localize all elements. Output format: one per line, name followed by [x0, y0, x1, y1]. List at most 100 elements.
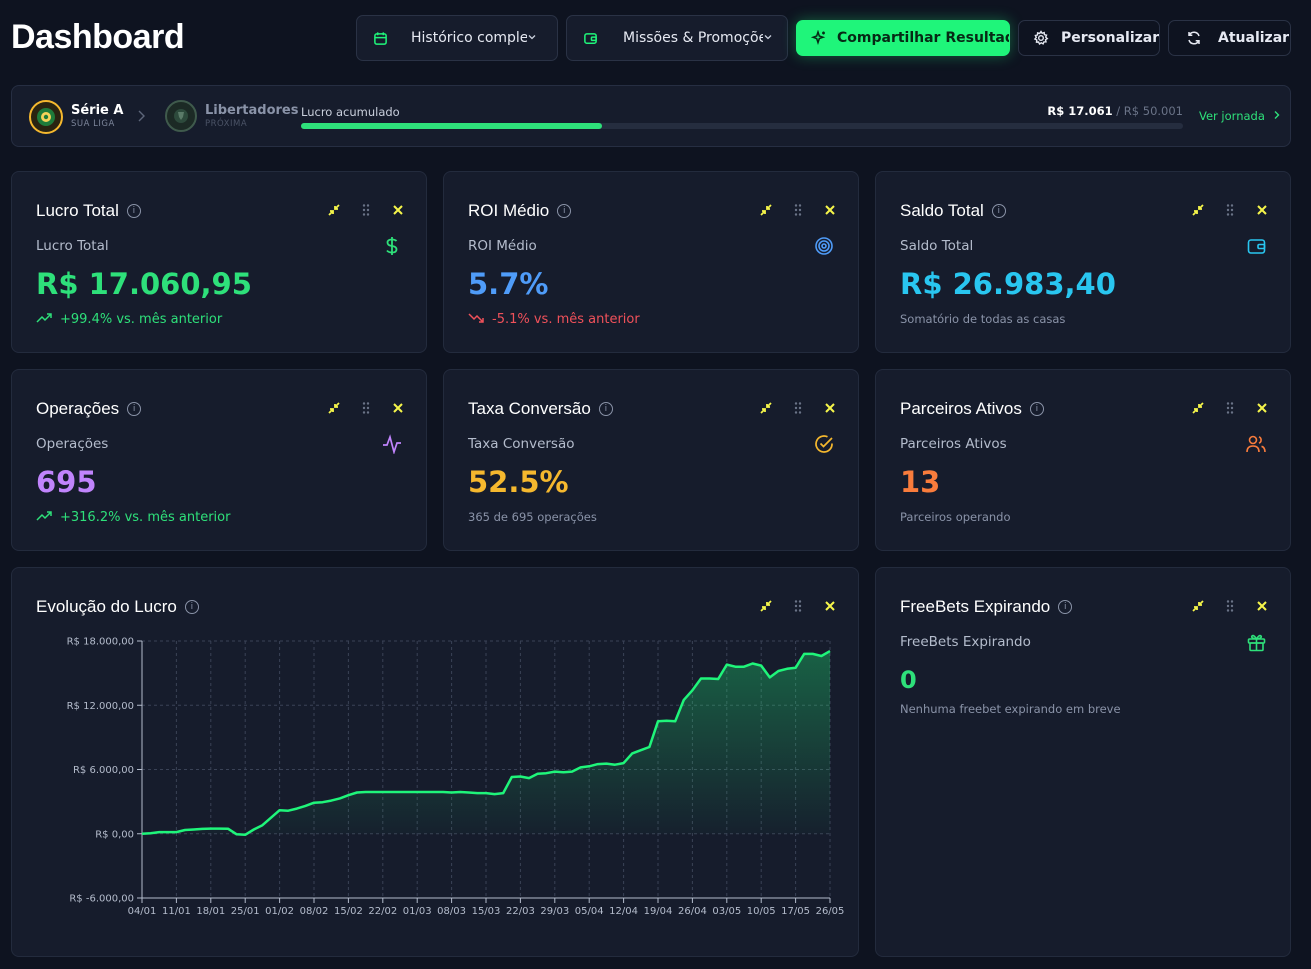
close-icon[interactable] [1254, 202, 1270, 218]
missions-dropdown[interactable]: Missões & Promoções [566, 15, 788, 61]
chevron-down-icon [527, 30, 537, 46]
serie-a-badge [29, 100, 63, 134]
target-icon [814, 236, 834, 256]
close-icon[interactable] [390, 202, 406, 218]
profit-evolution-card: Evolução do Lucro i R$ -6.000,00 R$ 0,00 R$… [11, 567, 859, 957]
drag-handle-icon[interactable] [790, 202, 806, 218]
drag-handle-icon[interactable] [1222, 598, 1238, 614]
chevron-down-icon [763, 30, 773, 46]
kpi-value: 5.7% [468, 267, 549, 301]
x-tick-label: 10/05 [747, 906, 776, 917]
history-dropdown[interactable]: Histórico completo [356, 15, 558, 61]
minimize-icon[interactable] [758, 598, 774, 614]
libertadores-badge [165, 100, 197, 132]
x-tick-label: 11/01 [162, 906, 191, 917]
kpi-note: Parceiros operando [900, 510, 1011, 524]
info-icon[interactable]: i [1058, 600, 1073, 614]
close-icon[interactable] [1254, 400, 1270, 416]
close-icon[interactable] [822, 400, 838, 416]
trending-down-icon [468, 312, 484, 327]
sparkles-icon [811, 27, 827, 49]
minimize-icon[interactable] [1190, 202, 1206, 218]
card-title: Operações [36, 399, 120, 418]
share-result-label: Compartilhar Resultado [837, 30, 1010, 46]
kpi-value: R$ 17.060,95 [36, 267, 252, 301]
users-icon [1246, 434, 1266, 454]
info-icon[interactable]: i [126, 204, 141, 218]
progress-fill [301, 123, 602, 129]
customize-button[interactable]: Personalizar [1018, 20, 1160, 56]
minimize-icon[interactable] [326, 400, 342, 416]
kpi-delta: +99.4% vs. mês anterior [60, 312, 223, 327]
progress-current: R$ 17.061 [1047, 104, 1113, 118]
kpi-note: Nenhuma freebet expirando em breve [900, 702, 1121, 716]
refresh-label: Atualizar [1218, 30, 1290, 46]
card-subtitle: Saldo Total [900, 238, 974, 254]
view-journey-link[interactable]: Ver jornada [1199, 109, 1280, 123]
x-tick-label: 08/02 [300, 906, 329, 917]
x-tick-label: 22/02 [368, 906, 397, 917]
progress-separator: / [1112, 104, 1124, 118]
kpi-delta: +316.2% vs. mês anterior [60, 510, 231, 525]
x-tick-label: 01/03 [403, 906, 432, 917]
drag-handle-icon[interactable] [1222, 400, 1238, 416]
kpi-value: 13 [900, 465, 941, 499]
minimize-icon[interactable] [758, 400, 774, 416]
close-icon[interactable] [1254, 598, 1270, 614]
dollar-icon [382, 236, 402, 256]
drag-handle-icon[interactable] [358, 202, 374, 218]
info-icon[interactable]: i [557, 204, 572, 218]
progress-amount: R$ 17.061 / R$ 50.001 [1047, 104, 1183, 118]
kpi-note: 365 de 695 operações [468, 510, 597, 524]
kpi-card-saldo-total: Saldo Total i Saldo Total R$ 26.983,40 So… [875, 171, 1291, 353]
minimize-icon[interactable] [758, 202, 774, 218]
info-icon[interactable]: i [598, 402, 613, 416]
minimize-icon[interactable] [1190, 400, 1206, 416]
page-title: Dashboard [11, 18, 185, 56]
x-tick-label: 22/03 [506, 906, 535, 917]
profit-area [142, 651, 830, 835]
x-tick-label: 03/05 [712, 906, 741, 917]
wallet-icon [1246, 236, 1266, 256]
drag-handle-icon[interactable] [358, 400, 374, 416]
x-tick-label: 26/04 [678, 906, 707, 917]
minimize-icon[interactable] [1190, 598, 1206, 614]
minimize-icon[interactable] [326, 202, 342, 218]
chevron-right-icon [1273, 109, 1280, 123]
x-tick-label: 08/03 [437, 906, 466, 917]
drag-handle-icon[interactable] [1222, 202, 1238, 218]
x-tick-label: 18/01 [196, 906, 225, 917]
drag-handle-icon[interactable] [790, 598, 806, 614]
drag-handle-icon[interactable] [790, 400, 806, 416]
close-icon[interactable] [390, 400, 406, 416]
wallet-icon [579, 27, 601, 49]
calendar-icon [369, 27, 391, 49]
close-icon[interactable] [822, 202, 838, 218]
x-tick-label: 04/01 [128, 906, 157, 917]
card-subtitle: ROI Médio [468, 238, 537, 254]
kpi-value: 0 [900, 666, 917, 694]
y-tick-label: R$ 0,00 [95, 829, 134, 840]
y-tick-label: R$ -6.000,00 [69, 894, 134, 905]
card-title: Parceiros Ativos [900, 399, 1022, 418]
card-title: FreeBets Expirando [900, 597, 1051, 616]
x-tick-label: 29/03 [540, 906, 569, 917]
league-progress-panel: Série A SUA LIGA Libertadores PRÓXIMA Lu… [11, 85, 1291, 147]
x-tick-label: 19/04 [644, 906, 673, 917]
refresh-button[interactable]: Atualizar [1168, 20, 1291, 56]
info-icon[interactable]: i [1029, 402, 1044, 416]
card-title: Taxa Conversão [468, 399, 591, 418]
y-tick-label: R$ 18.000,00 [67, 637, 134, 648]
info-icon[interactable]: i [991, 204, 1006, 218]
customize-label: Personalizar [1061, 30, 1160, 46]
view-journey-label: Ver jornada [1199, 109, 1265, 123]
check-circle-icon [814, 434, 834, 454]
x-tick-label: 15/03 [472, 906, 501, 917]
share-result-button[interactable]: Compartilhar Resultado [796, 20, 1010, 56]
close-icon[interactable] [822, 598, 838, 614]
progress-label: Lucro acumulado [301, 105, 400, 119]
kpi-card-roi-medio: ROI Médio i ROI Médio 5.7% -5.1% vs. mês … [443, 171, 859, 353]
info-icon[interactable]: i [184, 600, 199, 614]
info-icon[interactable]: i [127, 402, 142, 416]
next-league-name: Libertadores [205, 103, 299, 118]
